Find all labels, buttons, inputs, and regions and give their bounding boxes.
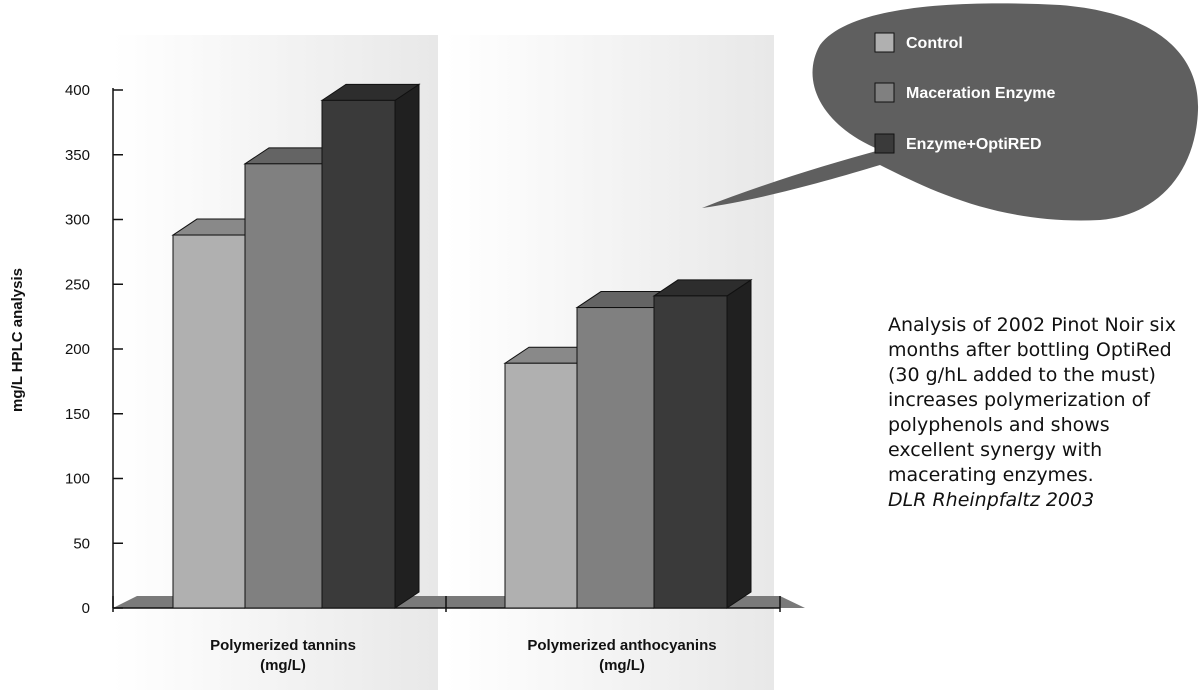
y-tick-label: 400 — [65, 82, 90, 99]
category-label: (mg/L) — [260, 657, 306, 674]
bar — [320, 83, 421, 609]
y-tick-label: 350 — [65, 147, 90, 164]
legend-speech-bubble — [702, 3, 1199, 221]
y-tick-label: 0 — [82, 600, 90, 617]
bar-front — [172, 234, 246, 609]
annotation-text: Analysis of 2002 Pinot Noir six months a… — [888, 314, 1176, 486]
legend: Control Maceration Enzyme Enzyme+OptiRED — [702, 3, 1199, 221]
legend-label: Control — [906, 35, 963, 52]
category-label: Polymerized anthocyanins — [527, 637, 716, 654]
y-tick-label: 300 — [65, 212, 90, 229]
bar-front — [653, 295, 728, 609]
legend-swatch — [874, 133, 895, 154]
legend-label: Enzyme+OptiRED — [906, 136, 1042, 153]
category-labels: Polymerized tannins (mg/L) Polymerized ant… — [210, 637, 717, 674]
legend-item: Enzyme+OptiRED — [874, 133, 1042, 154]
y-axis: 0 50 100 150 200 250 300 350 400 — [65, 82, 123, 617]
legend-swatch — [874, 82, 895, 103]
bar-front — [504, 362, 578, 609]
bar-front — [321, 99, 396, 609]
bar-front — [576, 307, 655, 609]
category-label: (mg/L) — [599, 657, 645, 674]
y-tick-label: 250 — [65, 276, 90, 293]
legend-label: Maceration Enzyme — [906, 85, 1055, 102]
y-tick-label: 200 — [65, 341, 90, 358]
annotation-source: DLR Rheinpfaltz 2003 — [888, 489, 1095, 511]
bar — [652, 278, 753, 609]
legend-item: Control — [874, 32, 963, 53]
bar-side — [726, 278, 752, 609]
bar-group — [171, 83, 753, 609]
legend-swatch — [874, 32, 895, 53]
category-label: Polymerized tannins — [210, 637, 356, 654]
annotation: Analysis of 2002 Pinot Noir six months a… — [888, 313, 1198, 513]
y-tick-label: 50 — [73, 535, 90, 552]
y-tick-label: 150 — [65, 406, 90, 423]
bar-front — [244, 163, 323, 609]
legend-item: Maceration Enzyme — [874, 82, 1055, 103]
y-tick-label: 100 — [65, 471, 90, 488]
y-axis-label: mg/L HPLC analysis — [9, 268, 26, 412]
bar-side — [394, 83, 420, 609]
